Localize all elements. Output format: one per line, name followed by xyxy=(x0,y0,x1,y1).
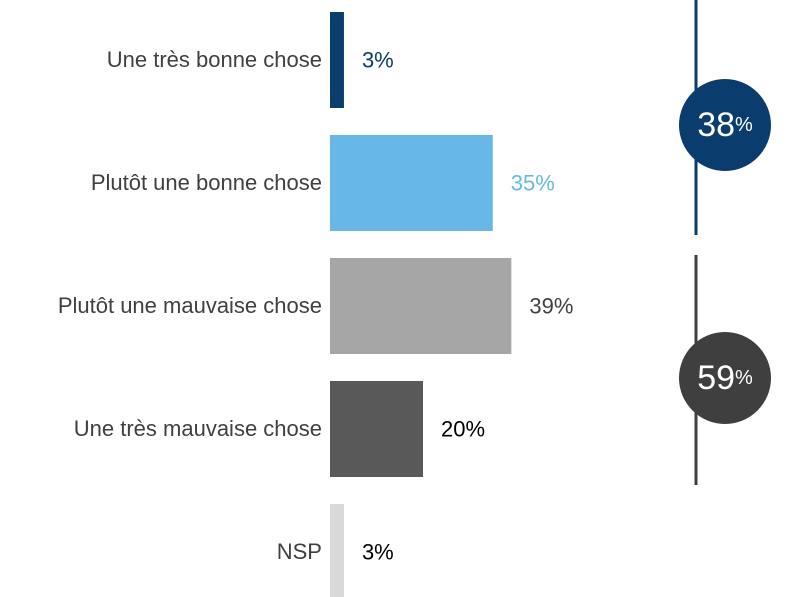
category-text: NSP xyxy=(276,539,322,564)
category-label: Une très mauvaise chose xyxy=(0,381,322,477)
total-label: 59% xyxy=(697,359,753,397)
total-unit: % xyxy=(735,114,753,136)
value-label: 39% xyxy=(529,294,573,319)
category-label: Plutôt une mauvaise chose xyxy=(0,258,322,354)
total-value: 59 xyxy=(697,359,735,397)
bar xyxy=(330,258,512,354)
value-label: 3% xyxy=(362,48,394,73)
category-text: Une très mauvaise chose xyxy=(73,416,322,441)
total-unit: % xyxy=(735,367,753,389)
bar xyxy=(330,504,344,597)
category-text: Plutôt une mauvaise chose xyxy=(57,293,322,318)
category-text: Plutôt une bonne chose xyxy=(90,170,322,195)
category-label: Une très bonne chose xyxy=(0,12,322,108)
total-bubble xyxy=(679,79,771,171)
category-label: Plutôt une bonne chose xyxy=(0,135,322,231)
bar xyxy=(330,12,344,108)
category-text: Une très bonne chose xyxy=(106,47,322,72)
total-bubble xyxy=(679,332,771,424)
total-label: 38% xyxy=(697,106,753,144)
bar xyxy=(330,381,423,477)
bar xyxy=(330,135,493,231)
value-label: 35% xyxy=(511,171,555,196)
category-label: NSP xyxy=(0,504,322,597)
value-label: 20% xyxy=(441,417,485,442)
value-label: 3% xyxy=(362,540,394,565)
total-value: 38 xyxy=(697,106,735,144)
